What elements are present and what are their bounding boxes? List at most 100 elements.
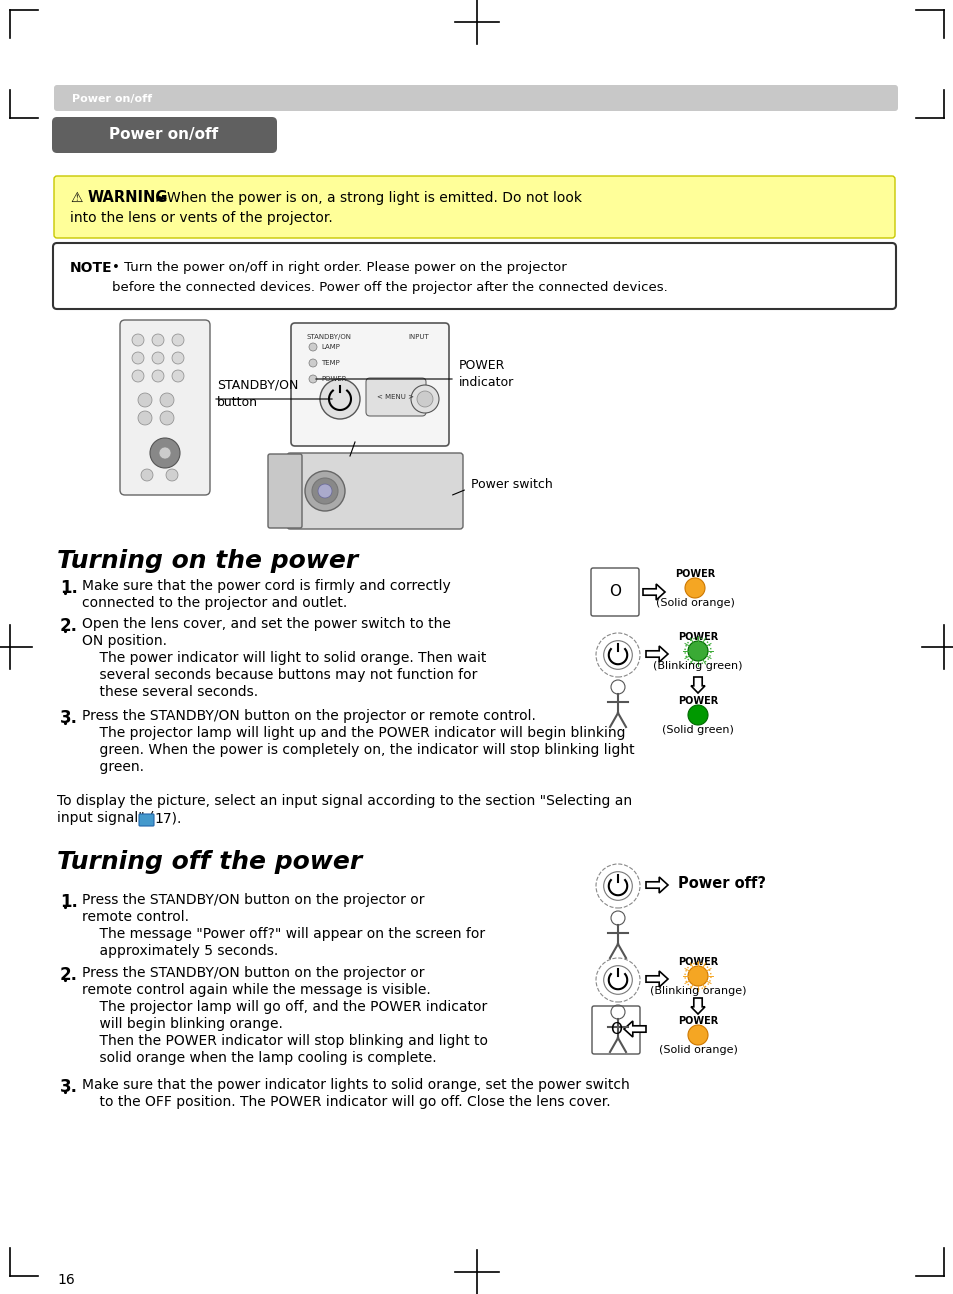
Polygon shape — [645, 877, 667, 893]
Text: 1.: 1. — [60, 893, 78, 911]
Text: ⚠: ⚠ — [70, 192, 82, 204]
Text: connected to the projector and outlet.: connected to the projector and outlet. — [82, 597, 347, 609]
Text: (Blinking orange): (Blinking orange) — [649, 986, 745, 996]
Circle shape — [309, 375, 316, 383]
Circle shape — [138, 393, 152, 408]
FancyBboxPatch shape — [53, 243, 895, 309]
Text: The projector lamp will light up and the POWER indicator will begin blinking: The projector lamp will light up and the… — [82, 726, 625, 740]
Text: 1.: 1. — [60, 578, 78, 597]
Text: STANDBY/ON
button: STANDBY/ON button — [216, 379, 298, 409]
Text: POWER: POWER — [678, 696, 718, 707]
FancyBboxPatch shape — [54, 85, 897, 111]
Text: (Blinking green): (Blinking green) — [653, 661, 742, 672]
Circle shape — [687, 1025, 707, 1046]
Text: Then the POWER indicator will stop blinking and light to: Then the POWER indicator will stop blink… — [82, 1034, 488, 1048]
Text: INPUT: INPUT — [408, 334, 428, 340]
Text: STANDBY/ON: STANDBY/ON — [307, 334, 352, 340]
Text: remote control.: remote control. — [82, 910, 189, 924]
Text: several seconds because buttons may not function for: several seconds because buttons may not … — [82, 668, 476, 682]
Circle shape — [416, 391, 433, 408]
FancyBboxPatch shape — [120, 320, 210, 496]
Text: 2.: 2. — [60, 967, 78, 983]
Circle shape — [172, 352, 184, 364]
Circle shape — [138, 411, 152, 424]
Text: 3.: 3. — [60, 1078, 78, 1096]
FancyBboxPatch shape — [366, 378, 426, 415]
Text: Power switch: Power switch — [471, 477, 552, 490]
Circle shape — [132, 352, 144, 364]
Text: Power on/off: Power on/off — [71, 94, 152, 104]
Text: green. When the power is completely on, the indicator will stop blinking light: green. When the power is completely on, … — [82, 743, 634, 757]
Text: Turning off the power: Turning off the power — [57, 850, 362, 873]
Text: Press the STANDBY/ON button on the projector or remote control.: Press the STANDBY/ON button on the proje… — [82, 709, 536, 723]
Text: remote control again while the message is visible.: remote control again while the message i… — [82, 983, 431, 996]
FancyBboxPatch shape — [291, 324, 449, 446]
Text: O: O — [608, 585, 620, 599]
Text: Open the lens cover, and set the power switch to the: Open the lens cover, and set the power s… — [82, 617, 451, 631]
Text: 2.: 2. — [60, 617, 78, 635]
Circle shape — [687, 641, 707, 661]
FancyBboxPatch shape — [592, 1005, 639, 1055]
Text: NOTE: NOTE — [70, 261, 112, 276]
Polygon shape — [645, 970, 667, 987]
Circle shape — [411, 386, 438, 413]
Text: • Turn the power on/off in right order. Please power on the projector: • Turn the power on/off in right order. … — [112, 261, 566, 274]
Text: POWER
indicator: POWER indicator — [458, 358, 514, 389]
Circle shape — [319, 379, 359, 419]
Text: (Solid orange): (Solid orange) — [658, 1046, 737, 1055]
Text: input signal" (: input signal" ( — [57, 811, 154, 826]
Text: POWER: POWER — [678, 631, 718, 642]
Circle shape — [172, 334, 184, 345]
Text: ON position.: ON position. — [82, 634, 167, 648]
Text: to the OFF position. The POWER indicator will go off. Close the lens cover.: to the OFF position. The POWER indicator… — [82, 1095, 610, 1109]
Text: Press the STANDBY/ON button on the projector or: Press the STANDBY/ON button on the proje… — [82, 967, 424, 980]
FancyBboxPatch shape — [590, 568, 639, 616]
Circle shape — [141, 468, 152, 481]
Text: Turning on the power: Turning on the power — [57, 549, 358, 573]
Text: Power off?: Power off? — [678, 876, 765, 890]
Text: LAMP: LAMP — [320, 344, 339, 349]
FancyBboxPatch shape — [287, 453, 462, 529]
Text: (Solid green): (Solid green) — [661, 725, 733, 735]
Text: POWER: POWER — [674, 569, 715, 578]
Text: Power on/off: Power on/off — [110, 128, 218, 142]
Circle shape — [166, 468, 178, 481]
FancyBboxPatch shape — [139, 814, 153, 826]
Text: < MENU >: < MENU > — [377, 393, 414, 400]
Polygon shape — [642, 584, 664, 600]
Text: ►When the power is on, a strong light is emitted. Do not look: ►When the power is on, a strong light is… — [152, 192, 581, 204]
Text: green.: green. — [82, 760, 144, 774]
Text: (Solid orange): (Solid orange) — [655, 598, 734, 608]
Text: into the lens or vents of the projector.: into the lens or vents of the projector. — [70, 211, 333, 225]
Circle shape — [305, 471, 345, 511]
Circle shape — [159, 446, 171, 459]
Text: 17).: 17). — [153, 811, 181, 826]
Polygon shape — [690, 677, 704, 694]
Circle shape — [309, 343, 316, 351]
Text: O: O — [609, 1022, 621, 1038]
Text: before the connected devices. Power off the projector after the connected device: before the connected devices. Power off … — [112, 281, 667, 294]
Circle shape — [172, 370, 184, 382]
FancyBboxPatch shape — [54, 176, 894, 238]
Text: The message "Power off?" will appear on the screen for: The message "Power off?" will appear on … — [82, 927, 485, 941]
Circle shape — [132, 334, 144, 345]
Text: POWER: POWER — [678, 1016, 718, 1026]
Text: Make sure that the power indicator lights to solid orange, set the power switch: Make sure that the power indicator light… — [82, 1078, 629, 1092]
Text: approximately 5 seconds.: approximately 5 seconds. — [82, 945, 278, 958]
Text: 16: 16 — [57, 1273, 74, 1288]
Text: The projector lamp will go off, and the POWER indicator: The projector lamp will go off, and the … — [82, 1000, 487, 1014]
Polygon shape — [645, 646, 667, 663]
Circle shape — [152, 370, 164, 382]
Circle shape — [160, 393, 173, 408]
Polygon shape — [623, 1021, 645, 1036]
Text: The power indicator will light to solid orange. Then wait: The power indicator will light to solid … — [82, 651, 486, 665]
Text: these several seconds.: these several seconds. — [82, 685, 258, 699]
Text: POWER: POWER — [320, 377, 346, 382]
Text: WARNING: WARNING — [88, 190, 169, 206]
Text: To display the picture, select an input signal according to the section "Selecti: To display the picture, select an input … — [57, 795, 632, 807]
Circle shape — [684, 578, 704, 598]
Circle shape — [132, 370, 144, 382]
Text: will begin blinking orange.: will begin blinking orange. — [82, 1017, 283, 1031]
Circle shape — [312, 477, 337, 503]
Text: TEMP: TEMP — [320, 360, 339, 366]
